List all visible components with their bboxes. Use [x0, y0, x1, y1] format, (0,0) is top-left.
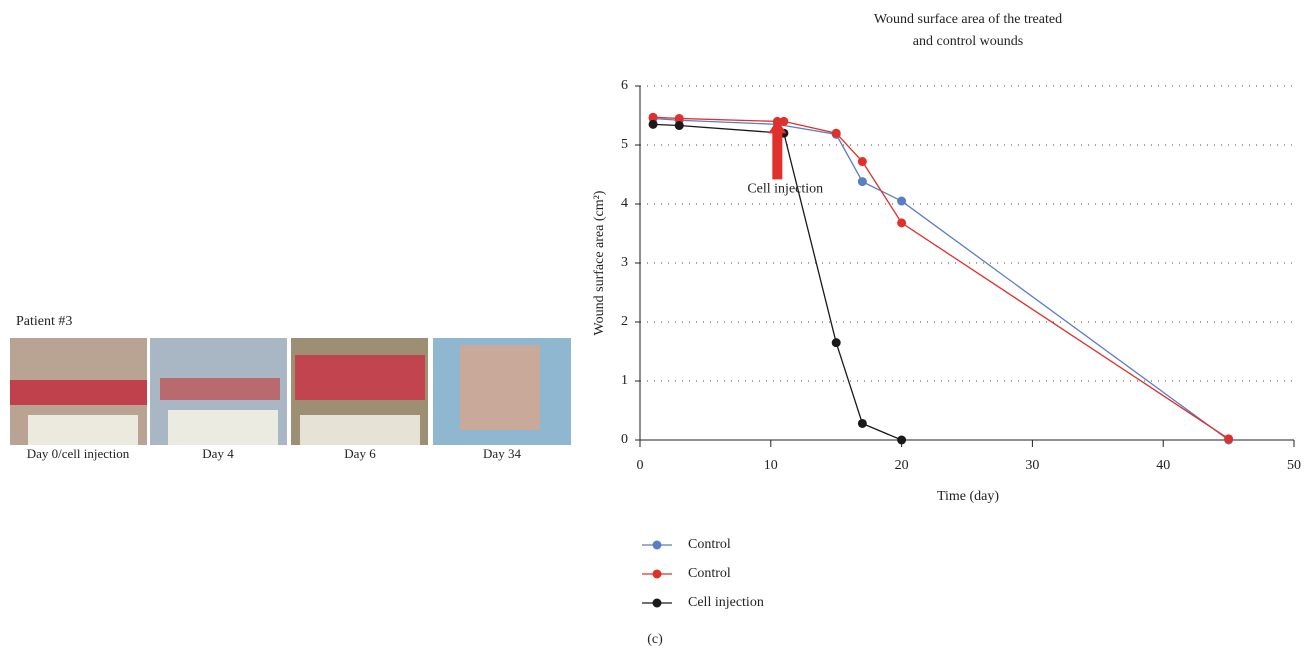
legend-marker	[652, 540, 662, 550]
photo-ruler	[300, 415, 420, 445]
series-line	[653, 116, 1229, 440]
photo-ruler	[168, 410, 278, 445]
x-tick-label: 40	[1156, 458, 1170, 473]
y-axis-label: Wound surface area (cm²)	[592, 190, 607, 335]
legend-marker	[652, 598, 662, 608]
photo-caption: Day 4	[202, 446, 234, 461]
y-tick-label: 2	[621, 314, 628, 329]
photo-caption: Day 0/cell injection	[27, 446, 130, 461]
x-tick-label: 0	[637, 458, 644, 473]
chart-title: and control wounds	[913, 34, 1023, 49]
annotation-arrow-shaft	[772, 131, 783, 180]
data-point	[897, 435, 907, 445]
data-point	[857, 177, 867, 187]
data-point	[674, 121, 684, 131]
photo-wound	[160, 378, 280, 400]
data-point	[857, 418, 867, 428]
annotation-arrow-head	[768, 119, 787, 134]
annotation: Cell injection	[747, 182, 823, 197]
photo-caption: Day 6	[344, 446, 376, 461]
data-point	[674, 113, 684, 123]
data-point	[779, 116, 789, 126]
data-point	[831, 128, 841, 138]
y-tick-label: 5	[621, 137, 628, 152]
data-point	[857, 157, 867, 167]
legend-label: Cell injection	[688, 595, 764, 610]
y-tick-label: 3	[621, 255, 628, 270]
photo-caption: Day 34	[483, 446, 521, 461]
x-tick-label: 10	[764, 458, 778, 473]
y-tick-label: 6	[621, 78, 628, 93]
data-point	[897, 196, 907, 206]
data-point	[648, 112, 658, 122]
photo-wound	[295, 355, 425, 400]
y-tick-label: 4	[621, 196, 628, 211]
data-point	[831, 338, 841, 348]
legend-marker	[652, 569, 662, 579]
photos	[10, 338, 571, 445]
data-point	[648, 119, 658, 129]
photo-foot	[460, 345, 540, 430]
y-tick-label: 0	[621, 432, 628, 447]
data-point	[1224, 434, 1234, 444]
patient-label: Patient #3	[16, 314, 72, 329]
x-axis-label: Time (day)	[937, 489, 999, 504]
chart-title: Wound surface area of the treated	[874, 12, 1062, 27]
x-tick-label: 20	[895, 458, 909, 473]
photo-wound	[10, 380, 147, 405]
y-tick-label: 1	[621, 373, 628, 388]
legend-label: Control	[688, 566, 731, 581]
series-line	[653, 117, 1229, 441]
x-tick-label: 50	[1287, 458, 1301, 473]
panel-tag: (c)	[647, 632, 663, 647]
legend-label: Control	[688, 537, 731, 552]
photo-ruler	[28, 415, 138, 445]
x-tick-label: 30	[1025, 458, 1039, 473]
data-point	[897, 218, 907, 228]
